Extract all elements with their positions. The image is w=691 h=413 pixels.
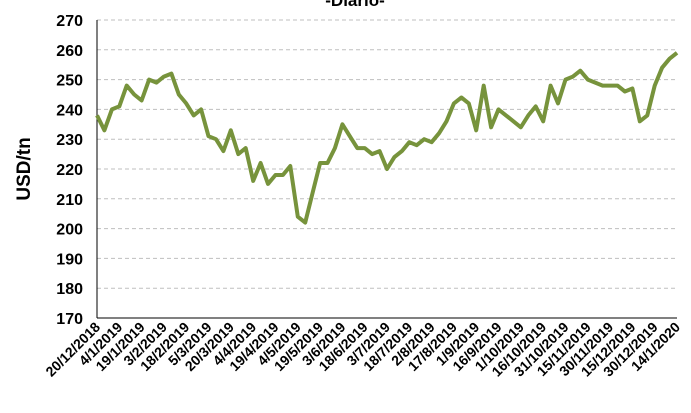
y-tick-label: 250 bbox=[56, 73, 83, 90]
y-tick-label: 170 bbox=[56, 311, 83, 328]
line-series bbox=[95, 51, 679, 225]
y-tick-label: 210 bbox=[56, 192, 83, 209]
y-tick-label: 220 bbox=[56, 162, 83, 179]
chart-title: -Diario- bbox=[325, 0, 385, 10]
y-tick-label: 270 bbox=[56, 13, 83, 30]
y-tick-label: 180 bbox=[56, 281, 83, 298]
y-tick-label: 260 bbox=[56, 43, 83, 60]
y-tick-label: 230 bbox=[56, 132, 83, 149]
y-tick-label: 200 bbox=[56, 222, 83, 239]
y-axis-label: USD/tn bbox=[14, 137, 35, 200]
y-tick-label: 190 bbox=[56, 251, 83, 268]
y-tick-label: 240 bbox=[56, 102, 83, 119]
